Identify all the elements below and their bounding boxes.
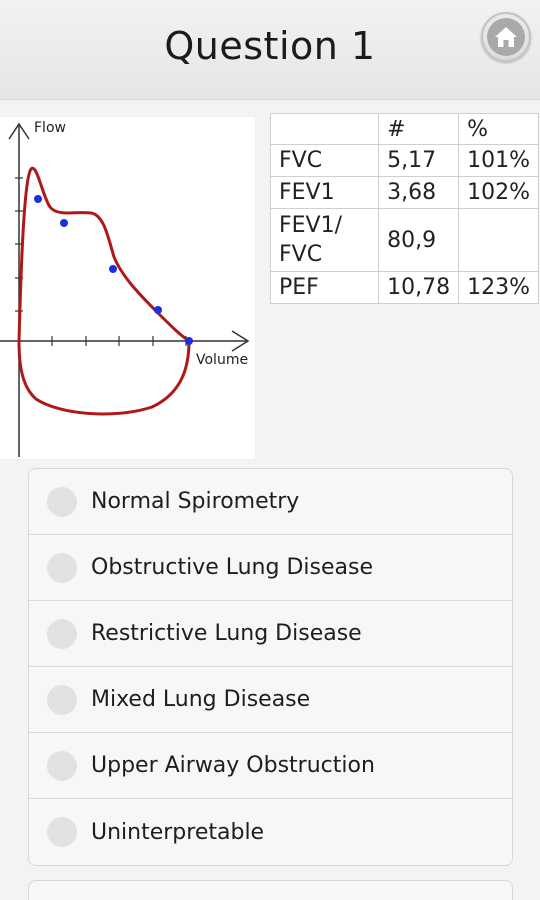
- header-bar: Question 1: [0, 0, 540, 100]
- row-percent: 102%: [458, 176, 539, 209]
- table-header-cell: %: [458, 113, 539, 145]
- axis-ticks: [15, 177, 187, 346]
- data-points: [34, 195, 193, 345]
- option-label: Obstructive Lung Disease: [91, 555, 373, 580]
- row-label: PEF: [269, 271, 380, 304]
- answer-option[interactable]: Obstructive Lung Disease: [29, 535, 512, 601]
- next-card[interactable]: [28, 880, 513, 900]
- row-label: FVC: [269, 144, 380, 177]
- row-value: 10,78: [378, 271, 460, 304]
- y-axis-arrow: [8, 122, 30, 140]
- answer-options: Normal Spirometry Obstructive Lung Disea…: [28, 468, 513, 866]
- data-point: [60, 219, 68, 227]
- row-percent: 101%: [458, 144, 539, 177]
- radio-button[interactable]: [47, 618, 77, 649]
- radio-button[interactable]: [47, 552, 77, 583]
- x-axis-arrow: [231, 330, 250, 352]
- data-point: [154, 306, 162, 314]
- data-point: [109, 265, 117, 273]
- answer-option[interactable]: Upper Airway Obstruction: [29, 733, 512, 799]
- answer-option[interactable]: Mixed Lung Disease: [29, 667, 512, 733]
- row-percent: [458, 208, 539, 272]
- row-label: FEV1: [269, 176, 380, 209]
- row-value: 5,17: [378, 144, 460, 177]
- option-label: Normal Spirometry: [91, 489, 300, 514]
- answer-option[interactable]: Restrictive Lung Disease: [29, 601, 512, 667]
- table-row: PEF 10,78 123%: [269, 271, 539, 304]
- option-label: Restrictive Lung Disease: [91, 621, 362, 646]
- spirometry-table: # % FVC 5,17 101% FEV1 3,68 102% FEV1/ F…: [269, 113, 539, 304]
- home-icon: [487, 18, 525, 56]
- option-label: Mixed Lung Disease: [91, 687, 311, 712]
- row-value: 80,9: [378, 208, 460, 272]
- table-row: FVC 5,17 101%: [269, 144, 539, 177]
- data-point: [185, 337, 193, 345]
- table-row: FEV1/ FVC 80,9: [269, 208, 539, 272]
- x-axis-label: Volume: [196, 352, 249, 368]
- page-title: Question 1: [164, 24, 376, 68]
- table-header-cell: #: [378, 113, 460, 145]
- table-header-cell: [269, 113, 380, 145]
- flow-volume-graph: Flow Volume: [0, 117, 255, 459]
- option-label: Uninterpretable: [91, 819, 265, 845]
- radio-button[interactable]: [47, 684, 77, 715]
- answer-option[interactable]: Normal Spirometry: [29, 469, 512, 535]
- option-label: Upper Airway Obstruction: [91, 753, 375, 778]
- row-label: FEV1/ FVC: [269, 208, 380, 272]
- row-value: 3,68: [378, 176, 460, 209]
- flow-volume-curve: [17, 166, 191, 416]
- radio-button[interactable]: [47, 750, 77, 781]
- radio-button[interactable]: [47, 486, 77, 517]
- answer-option[interactable]: Uninterpretable: [29, 799, 512, 865]
- y-axis-label: Flow: [34, 120, 66, 136]
- row-percent: 123%: [458, 271, 539, 304]
- table-row: FEV1 3,68 102%: [269, 176, 539, 209]
- home-button[interactable]: [481, 12, 531, 62]
- radio-button[interactable]: [47, 817, 77, 847]
- data-point: [34, 195, 42, 203]
- table-header-row: # %: [269, 113, 539, 145]
